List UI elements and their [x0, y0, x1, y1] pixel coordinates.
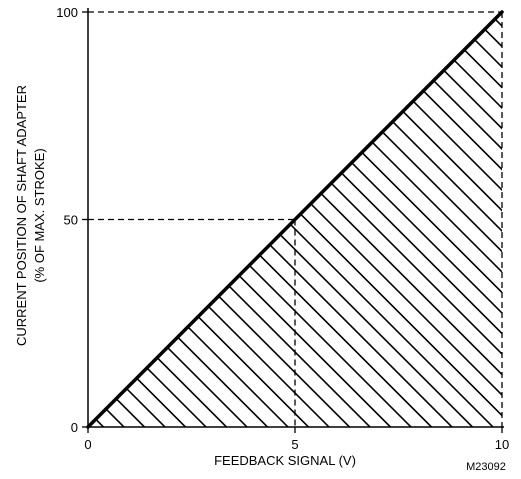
shaded-region-hatch [88, 0, 521, 447]
hatch-line [446, 12, 502, 427]
hatch-line [88, 12, 371, 427]
x-tick-label: 5 [291, 437, 298, 452]
hatch-line [88, 12, 207, 427]
hatch-line [282, 12, 502, 427]
hatch-line [88, 12, 268, 427]
hatch-line [88, 12, 248, 427]
hatch-line [323, 12, 502, 427]
y-axis-label: CURRENT POSITION OF SHAFT ADAPTER (% OF … [14, 85, 47, 346]
hatch-line [88, 12, 412, 427]
series-line [86, 10, 504, 429]
reference-lines [88, 11, 503, 427]
y-tick-label: 50 [64, 213, 78, 228]
hatch-line [364, 12, 502, 427]
hatch-line [405, 12, 502, 427]
hatch-line [509, 0, 521, 447]
hatch-line [88, 12, 494, 427]
hatch-line [88, 12, 227, 427]
figure-id: M23092 [466, 461, 506, 473]
hatch-line [241, 12, 502, 427]
hatch-line [88, 12, 473, 427]
y-axis-label-line2: (% OF MAX. STROKE) [32, 148, 47, 282]
hatch-line [88, 12, 330, 427]
x-tick-label: 10 [495, 437, 509, 452]
y-axis-label-line1: CURRENT POSITION OF SHAFT ADAPTER [14, 85, 29, 346]
hatch-line [88, 12, 350, 427]
y-tick-label: 100 [56, 5, 78, 20]
hatch-line [385, 12, 502, 427]
hatch-line [88, 12, 309, 427]
x-tick-group: 0 5 10 [84, 427, 509, 452]
hatch-line [88, 12, 289, 427]
x-axis-label: FEEDBACK SIGNAL (V) [214, 453, 356, 468]
x-tick-label: 0 [84, 437, 91, 452]
y-tick-label: 0 [71, 420, 78, 435]
y-tick-group: 0 50 100 [56, 5, 88, 435]
